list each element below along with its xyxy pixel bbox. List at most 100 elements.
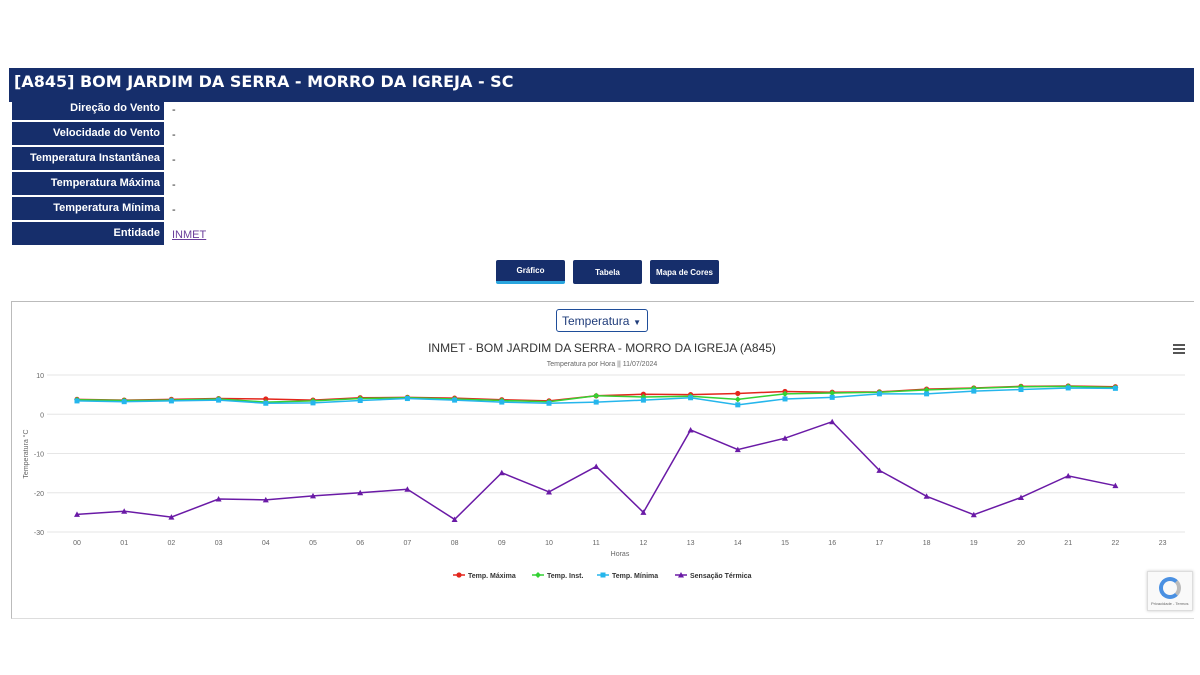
data-point [456,572,462,578]
x-tick-label: 17 [876,540,884,547]
data-point [263,396,269,402]
data-point [876,467,883,473]
data-point [970,511,977,518]
x-tick-label: 07 [404,540,412,547]
info-label: Temperatura Instantânea [12,147,164,170]
x-tick-label: 06 [356,540,364,547]
data-point [357,489,364,496]
y-tick-label: -30 [34,530,44,537]
info-label: Velocidade do Vento [12,122,164,145]
x-tick-label: 04 [262,540,270,547]
data-point [829,418,836,425]
info-label: Temperatura Máxima [12,172,164,195]
data-point [782,396,788,402]
x-tick-label: 00 [73,540,81,547]
info-label: Entidade [12,222,164,245]
data-point [593,399,599,405]
data-point [678,572,684,578]
x-tick-label: 01 [120,540,128,547]
series-sensa-o-t-rmica [74,418,1119,522]
x-tick-label: 18 [923,540,931,547]
x-tick-label: 10 [545,540,553,547]
variable-select[interactable]: Temperatura ▼ [556,309,648,332]
recaptcha-badge[interactable]: Privacidade - Termos [1147,571,1193,611]
tab-grafico[interactable]: Gráfico [496,260,565,284]
data-point [310,492,316,499]
data-point [404,396,410,402]
chart-subtitle: Temperatura por Hora || 11/07/2024 [547,361,658,368]
data-point [216,397,222,403]
x-tick-label: 05 [309,540,317,547]
data-point [782,390,788,397]
data-point [971,388,977,394]
data-point [734,446,741,453]
info-value: - [172,153,176,166]
data-point [451,516,458,522]
info-value: - [172,103,176,116]
entity-link[interactable]: INMET [172,228,207,241]
info-row-temp-min: Temperatura Mínima - [12,197,206,222]
variable-select-value: Temperatura [562,313,630,328]
info-row-wind-direction: Direção do Vento - [12,97,206,122]
x-tick-label: 22 [1112,540,1120,547]
x-tick-label: 08 [451,540,459,547]
info-row-wind-speed: Velocidade do Vento - [12,122,206,147]
data-point [688,395,694,401]
legend-label: Temp. Máxima [468,573,516,580]
x-tick-label: 03 [215,540,223,547]
tab-mapa-de-cores[interactable]: Mapa de Cores [650,260,719,284]
y-tick-label: 10 [36,373,44,380]
info-value: - [172,203,176,216]
data-point [1112,482,1119,489]
data-point [593,463,600,469]
y-tick-label: -10 [34,452,44,459]
x-tick-label: 11 [593,540,600,547]
data-point [215,496,222,502]
data-point [310,400,316,406]
data-point [687,426,694,433]
x-tick-label: 13 [687,540,695,547]
data-point [600,572,606,578]
data-point [735,390,741,397]
info-row-entity: Entidade INMET [12,222,206,247]
legend-label: Temp. Inst. [547,573,583,580]
series-line [76,420,1116,521]
station-info-table: Direção do Vento - Velocidade do Vento -… [12,97,206,247]
info-label: Temperatura Mínima [12,197,164,220]
y-tick-label: -20 [34,491,44,498]
x-tick-label: 15 [781,540,789,547]
legend-item: Temp. Mínima [597,572,658,580]
data-point [168,514,175,520]
data-point [876,391,882,397]
x-tick-label: 19 [970,540,978,547]
x-tick-label: 02 [168,540,176,547]
data-point [452,397,458,403]
data-point [1065,385,1071,391]
data-point [546,488,552,495]
data-point [782,435,788,441]
x-tick-label: 23 [1159,540,1167,547]
data-point [121,399,127,405]
data-point [357,398,363,404]
tab-tabela[interactable]: Tabela [573,260,642,284]
data-point [734,396,741,403]
legend-item: Temp. Inst. [532,572,583,580]
x-tick-label: 12 [640,540,648,547]
info-value: - [172,178,176,191]
data-point [829,394,835,400]
hamburger-icon[interactable] [1173,344,1185,356]
info-row-temp-max: Temperatura Máxima - [12,172,206,197]
data-point [1065,472,1072,479]
data-point [924,391,930,397]
chart-panel [11,301,1194,619]
data-point [735,402,741,408]
legend-label: Temp. Mínima [612,573,658,580]
y-tick-label: 0 [40,412,44,419]
legend-item: Sensação Térmica [675,572,752,580]
data-point [404,486,411,492]
legend-label: Sensação Térmica [690,573,752,580]
recaptcha-text: Privacidade - Termos [1151,601,1189,606]
data-point [923,493,930,499]
info-value: - [172,128,176,141]
